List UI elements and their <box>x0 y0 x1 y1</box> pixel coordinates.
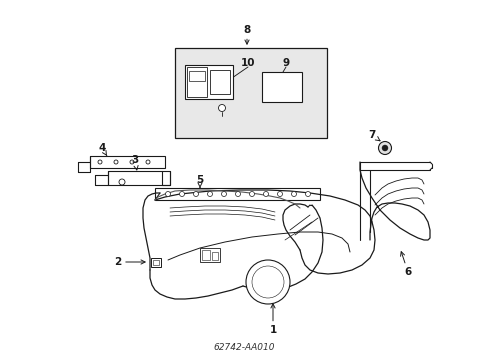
Circle shape <box>165 192 170 197</box>
Bar <box>262 72 302 102</box>
Circle shape <box>221 192 226 197</box>
Circle shape <box>119 179 125 185</box>
Circle shape <box>251 266 284 298</box>
Text: 6: 6 <box>400 252 411 277</box>
Circle shape <box>378 141 391 154</box>
Circle shape <box>381 145 387 151</box>
Circle shape <box>218 104 225 112</box>
Circle shape <box>179 192 184 197</box>
Bar <box>186 67 206 97</box>
Bar <box>202 250 209 260</box>
Text: 9: 9 <box>282 58 289 68</box>
Text: 8: 8 <box>243 25 250 44</box>
Circle shape <box>305 192 310 197</box>
Circle shape <box>130 160 134 164</box>
Circle shape <box>207 192 212 197</box>
Text: 5: 5 <box>196 175 203 188</box>
Circle shape <box>277 192 282 197</box>
Circle shape <box>263 192 268 197</box>
Bar <box>153 260 159 265</box>
Circle shape <box>146 160 150 164</box>
Text: 3: 3 <box>131 155 138 170</box>
Text: 2: 2 <box>114 257 145 267</box>
Text: 10: 10 <box>240 58 255 68</box>
Bar <box>212 252 218 260</box>
Bar <box>184 65 232 99</box>
Bar <box>189 71 204 81</box>
Circle shape <box>291 192 296 197</box>
Text: 1: 1 <box>269 304 276 335</box>
Text: 62742-AA010: 62742-AA010 <box>213 343 274 352</box>
Circle shape <box>245 260 289 304</box>
Bar <box>108 171 170 185</box>
Circle shape <box>249 192 254 197</box>
Circle shape <box>98 160 102 164</box>
Circle shape <box>114 160 118 164</box>
Text: 4: 4 <box>98 143 107 156</box>
Circle shape <box>193 192 198 197</box>
Text: 7: 7 <box>367 130 379 141</box>
Circle shape <box>235 192 240 197</box>
Bar <box>209 70 229 94</box>
Bar <box>155 188 319 200</box>
Bar <box>175 48 326 138</box>
Bar <box>200 248 220 262</box>
Bar <box>90 156 164 168</box>
Bar <box>151 258 161 267</box>
